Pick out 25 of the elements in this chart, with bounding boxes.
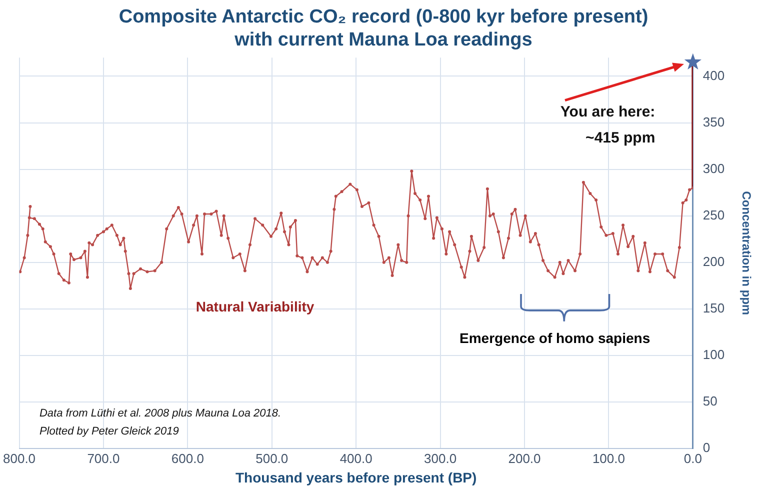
chart-title: Composite Antarctic CO₂ record (0-800 kyr before present) with current Mauna Loa readings — [118, 6, 648, 50]
y-axis-title: Concentration in ppm — [739, 191, 754, 316]
x-tick-label: 400.0 — [340, 450, 372, 466]
x-tick-label: 100.0 — [592, 450, 625, 466]
x-tick-label: 500.0 — [256, 450, 288, 466]
y-tick-label: 350 — [702, 114, 725, 130]
y-tick-label: 150 — [702, 300, 725, 316]
x-tick-label: 0.0 — [684, 450, 702, 466]
y-tick-label: 250 — [702, 207, 725, 222]
x-tick-label: 200.0 — [508, 450, 541, 466]
y-tick-label: 200 — [702, 254, 725, 269]
y-tick-label: 0 — [702, 440, 710, 456]
x-tick-label: 300.0 — [424, 450, 457, 466]
y-tick-label: 300 — [702, 160, 725, 176]
x-tick-label: 600.0 — [171, 450, 204, 466]
annotation: You are here: ~415 ppm — [560, 103, 656, 146]
annotation: Data from Lüthi et al. 2008 plus Mauna Loa 2018. Plotted by Peter Gleick 2019 — [39, 407, 282, 438]
annotation: Natural Variability — [196, 298, 314, 315]
y-tick-label: 100 — [702, 347, 725, 362]
y-tick-label: 50 — [702, 394, 718, 409]
annotation: Emergence of homo sapiens — [460, 330, 650, 346]
y-tick-label: 400 — [702, 68, 725, 83]
x-axis-title: Thousand years before present (BP) — [236, 469, 477, 486]
x-tick-label: 700.0 — [87, 450, 120, 466]
x-tick-label: 800.0 — [2, 450, 36, 466]
